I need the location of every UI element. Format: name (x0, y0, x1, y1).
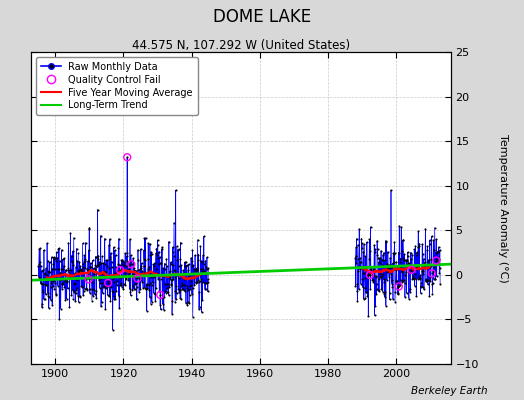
Text: Berkeley Earth: Berkeley Earth (411, 386, 487, 396)
Point (127, 261, 136, 268)
Point (123, 154, 132, 160)
Point (133, 275, 141, 282)
Point (116, 267, 124, 273)
Text: DOME LAKE: DOME LAKE (213, 8, 311, 26)
Y-axis label: Temperature Anomaly (°C): Temperature Anomaly (°C) (498, 134, 508, 282)
Title: 44.575 N, 107.292 W (United States): 44.575 N, 107.292 W (United States) (132, 39, 350, 52)
Point (407, 267, 416, 273)
Point (156, 292, 165, 298)
Point (366, 272, 374, 278)
Legend: Raw Monthly Data, Quality Control Fail, Five Year Moving Average, Long-Term Tren: Raw Monthly Data, Quality Control Fail, … (36, 57, 198, 115)
Point (432, 257, 441, 264)
Point (428, 270, 436, 276)
Point (104, 280, 112, 286)
Point (84, 276, 93, 282)
Point (395, 283, 403, 290)
